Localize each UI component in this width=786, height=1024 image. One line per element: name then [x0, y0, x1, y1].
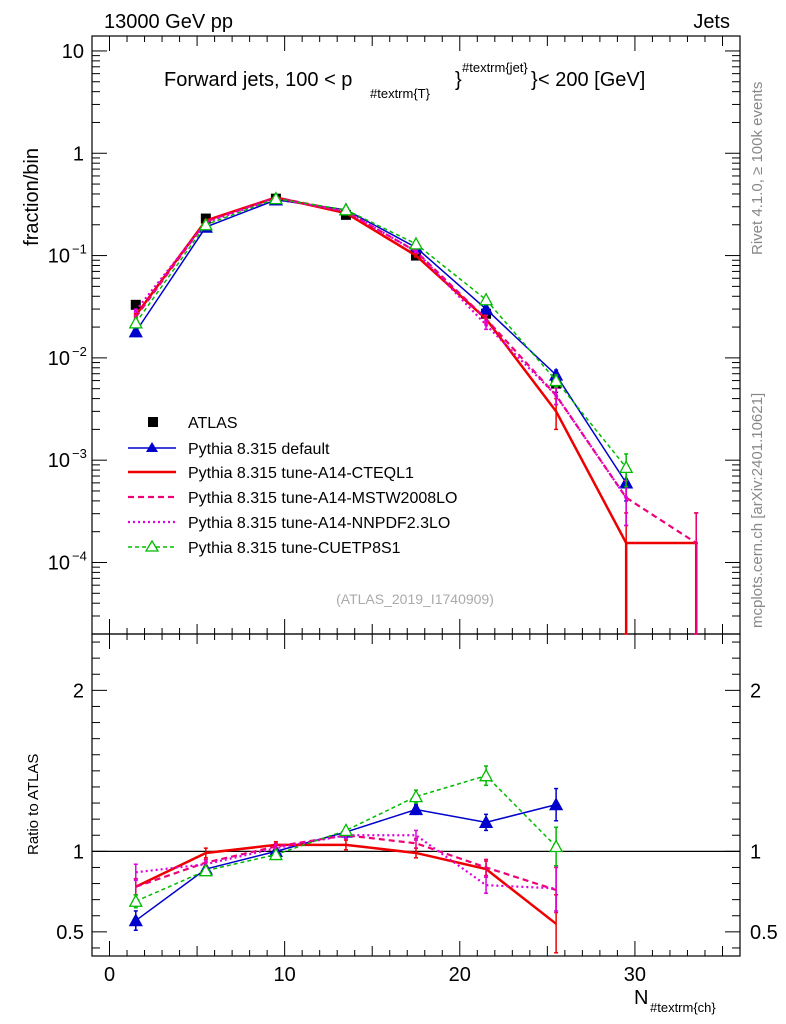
marker-default — [128, 324, 143, 338]
ratio-y-tick-label-right: 0.5 — [750, 922, 778, 944]
legend-label-cuetp: Pythia 8.315 tune-CUETP8S1 — [188, 540, 401, 557]
plot-title-brace: } — [455, 69, 462, 91]
y-tick-label: 10 — [48, 246, 70, 268]
ratio-marker-cuetp — [268, 847, 283, 861]
legend-item-cteql1: Pythia 8.315 tune-A14-CTEQL1 — [128, 465, 414, 482]
legend-marker-cuetp — [144, 539, 160, 552]
y-tick-label: 10 — [48, 450, 70, 472]
ratio-marker-default — [478, 815, 494, 829]
plot-title-brace2: } — [531, 69, 538, 91]
plot-title-sub: #textrm{T} — [370, 86, 431, 101]
marker-nnpdf — [133, 308, 138, 313]
series-line-default — [135, 199, 627, 484]
ratio-marker-default — [549, 797, 564, 811]
marker-nnpdf — [554, 393, 558, 398]
marker-nnpdf — [624, 495, 628, 500]
ratio-marker-cuetp — [338, 823, 354, 837]
y-tick-label: 10 — [48, 552, 70, 574]
header-left: 13000 GeV pp — [104, 11, 233, 33]
ratio-marker-cuetp — [478, 768, 494, 782]
ratio-y-tick-label: 1 — [73, 841, 84, 863]
marker-cuetp — [549, 373, 564, 387]
x-axis-label-sub: #textrm{ch} — [650, 1000, 716, 1015]
y-tick-label: 10 — [62, 41, 84, 63]
main-y-axis-label: fraction/bin — [21, 148, 43, 246]
legend: ATLAS Pythia 8.315 default Pythia 8.315 … — [128, 415, 457, 557]
plot-title-main: Forward jets, 100 < p — [164, 69, 352, 91]
ratio-marker-cuetp — [408, 789, 424, 803]
ratio-y-tick-label: 0.5 — [56, 922, 84, 944]
y-tick-exponent: −2 — [72, 344, 87, 359]
legend-marker-atlas — [148, 417, 158, 427]
legend-marker-default — [146, 442, 158, 452]
data-series — [128, 191, 699, 954]
marker-cuetp — [338, 202, 354, 216]
marker-nnpdf — [414, 249, 418, 254]
marker-default — [478, 301, 494, 315]
legend-item-nnpdf: Pythia 8.315 tune-A14-NNPDF2.3LO — [128, 515, 450, 532]
y-tick-label: 1 — [73, 143, 84, 165]
ratio-marker-default — [408, 802, 424, 816]
plot-title-sup: #textrm{jet} — [462, 60, 528, 75]
marker-cuetp — [198, 217, 213, 231]
analysis-watermark: (ATLAS_2019_I1740909) — [336, 591, 494, 607]
marker-cuetp — [619, 460, 634, 474]
x-tick-label: 20 — [449, 964, 471, 986]
legend-label-atlas: ATLAS — [188, 415, 238, 432]
ratio-plot-frame — [91, 633, 741, 957]
legend-item-mstw: Pythia 8.315 tune-A14-MSTW2008LO — [128, 490, 457, 507]
plot-title: Forward jets, 100 < p #textrm{T} #textrm… — [164, 60, 645, 101]
ratio-y-tick-label-right: 2 — [750, 680, 761, 702]
y-tick-label: 10 — [48, 348, 70, 370]
marker-cuetp — [128, 315, 143, 329]
y-tick-exponent: −4 — [72, 548, 87, 563]
ratio-y-tick-label: 2 — [73, 680, 84, 702]
ratio-marker-cuetp — [549, 839, 564, 853]
data-point-atlas — [130, 299, 141, 310]
legend-label-cteql1: Pythia 8.315 tune-A14-CTEQL1 — [188, 465, 414, 482]
x-axis-label-main: N — [634, 987, 648, 1009]
legend-item-default: Pythia 8.315 default — [128, 441, 330, 458]
y-tick-exponent: −1 — [72, 242, 87, 257]
ratio-y-tick-label-right: 1 — [750, 841, 761, 863]
ratio-line-cteql1 — [135, 843, 557, 925]
ratio-marker-default — [128, 913, 143, 927]
legend-item-atlas: ATLAS — [148, 415, 238, 432]
ratio-line-default — [135, 803, 557, 922]
y-tick-exponent: −3 — [72, 446, 87, 461]
marker-cuetp — [478, 292, 494, 306]
x-tick-label: 10 — [274, 964, 296, 986]
legend-item-cuetp: Pythia 8.315 tune-CUETP8S1 — [128, 539, 401, 557]
x-tick-label: 30 — [624, 964, 646, 986]
legend-label-nnpdf: Pythia 8.315 tune-A14-NNPDF2.3LO — [188, 515, 450, 532]
legend-label-mstw: Pythia 8.315 tune-A14-MSTW2008LO — [188, 490, 457, 507]
marker-cuetp — [268, 191, 283, 205]
x-axis-label: N #textrm{ch} — [634, 987, 716, 1015]
legend-label-default: Pythia 8.315 default — [188, 441, 330, 458]
ratio-marker-cuetp — [128, 893, 143, 907]
plot-title-tail: < 200 [GeV] — [538, 69, 645, 91]
marker-mstw — [694, 541, 699, 545]
side-label-rivet: Rivet 4.1.0, ≥ 100k events — [749, 82, 766, 255]
marker-nnpdf — [484, 323, 488, 327]
ratio-marker-cuetp — [198, 863, 213, 877]
ratio-y-axis-label: Ratio to ATLAS — [25, 754, 42, 855]
x-tick-label: 0 — [104, 964, 115, 986]
side-label-mcplots: mcplots.cern.ch [arXiv:2401.10621] — [749, 393, 766, 628]
marker-cuetp — [408, 236, 424, 250]
header-right: Jets — [693, 11, 730, 33]
marker-mstw — [484, 317, 488, 321]
